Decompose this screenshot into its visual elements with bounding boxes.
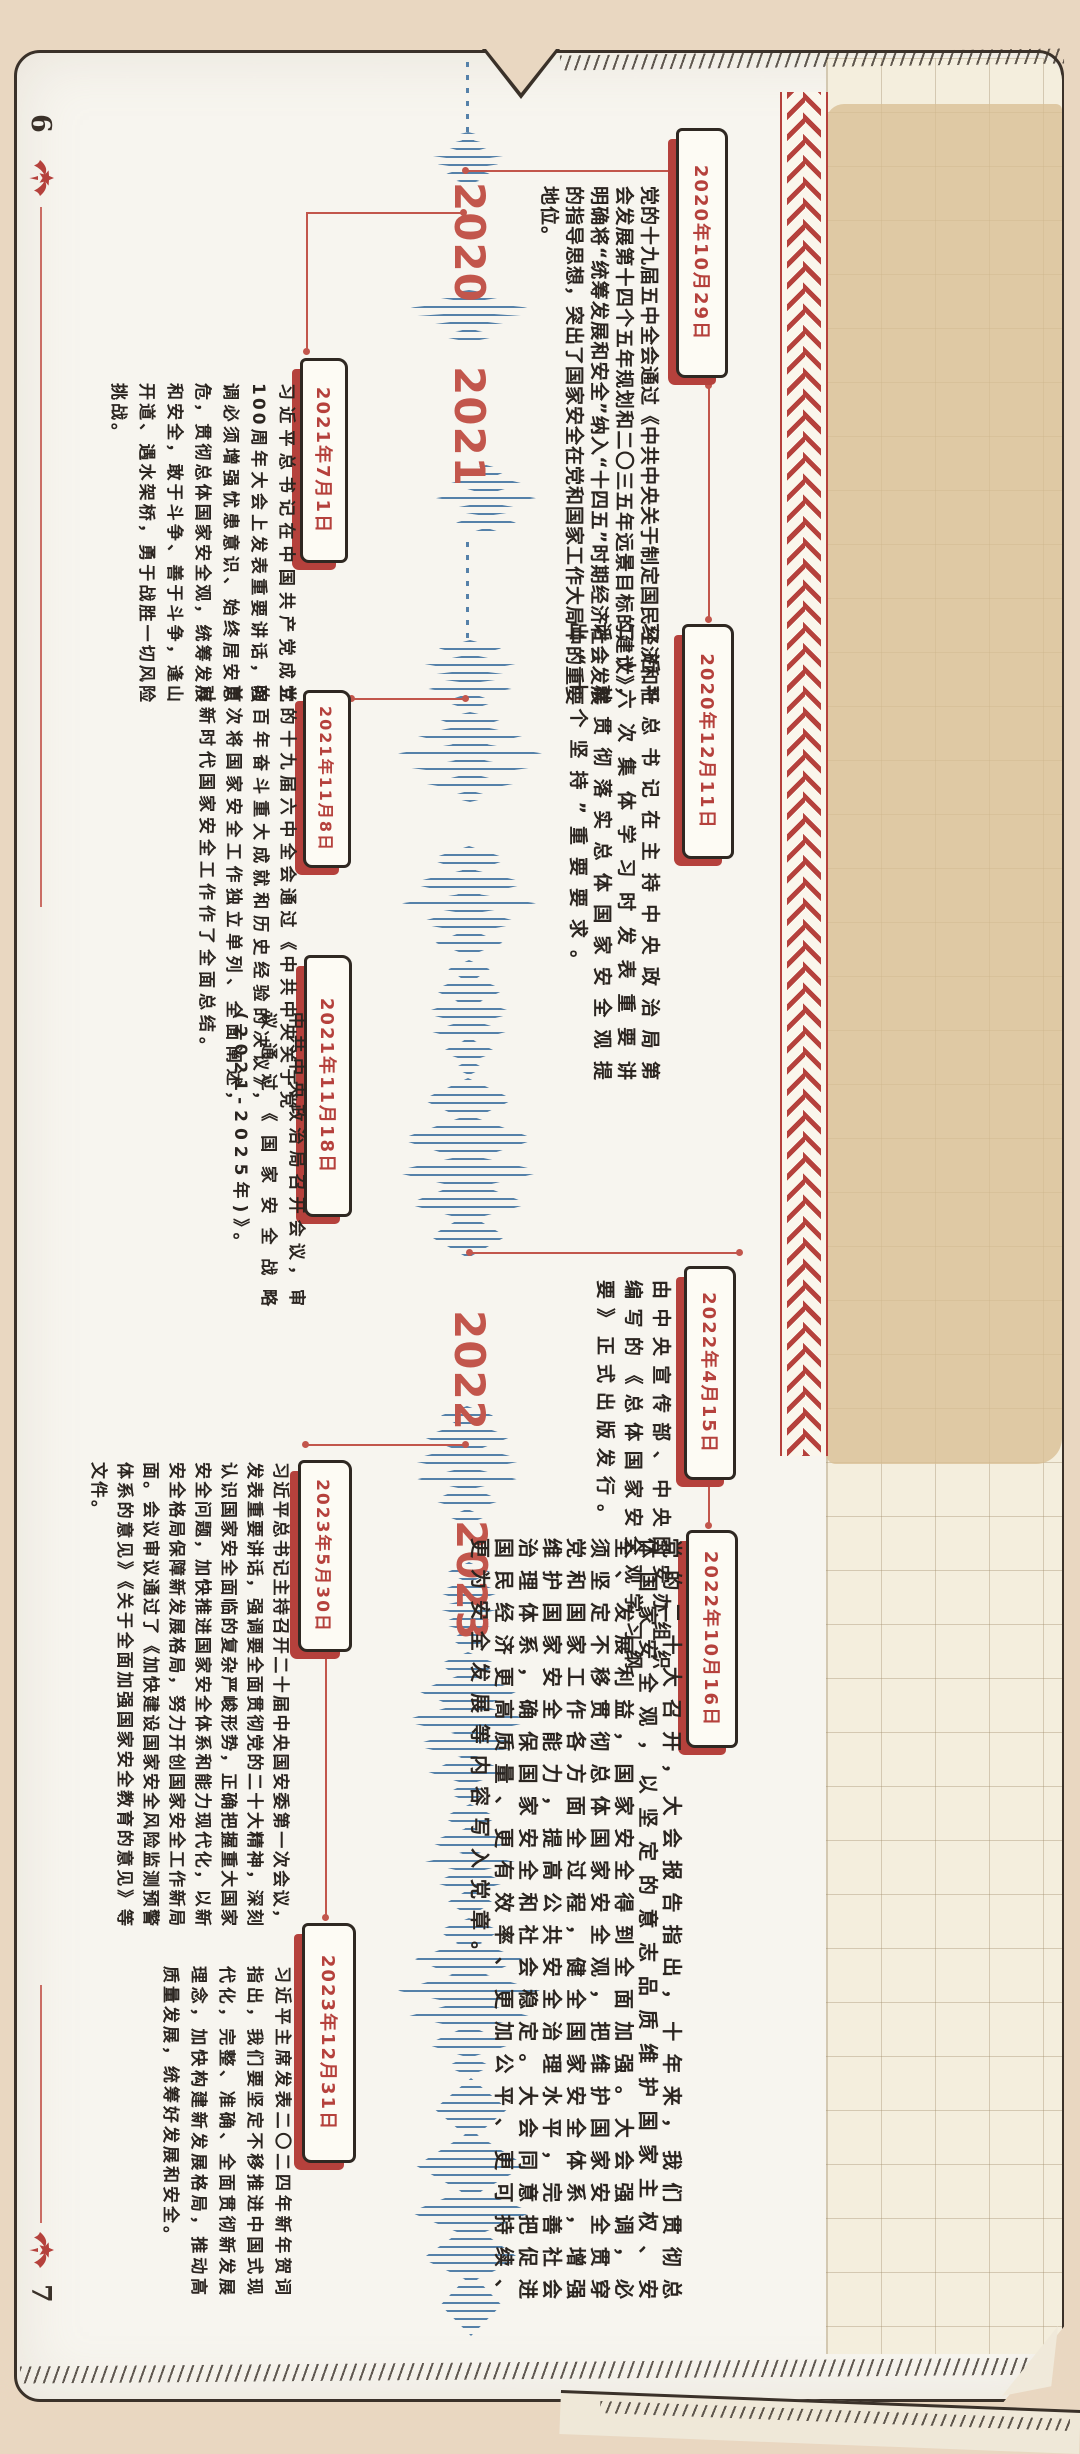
date-stamp-text: 2022年4月15日 (698, 1292, 719, 1454)
date-stamp: 2021年11月18日 (304, 955, 352, 1217)
timeline-connector (708, 1482, 710, 1528)
timeline-dot (348, 695, 355, 702)
timeline-dot (705, 382, 712, 389)
page-number-bottom: 7 (25, 2284, 56, 2303)
star-wings-emblem-icon (28, 2230, 56, 2270)
year-label-2020: 2020 (445, 182, 494, 303)
emblem-top-wrap (28, 158, 56, 198)
timeline-dot (462, 1441, 469, 1448)
timeline-connector (352, 698, 468, 700)
margin-rule-bottom (40, 1985, 42, 2223)
date-stamp-text: 2020年12月11日 (696, 653, 717, 830)
chevron-right-stripes (803, 92, 821, 1456)
margin-rule-top (40, 207, 42, 907)
timeline-dot (462, 695, 469, 702)
event-text: 中共中央政治局召开会议，审议通过《国家安全战略(2021-2025年)》。 (230, 1012, 306, 1312)
date-stamp-text: 2023年5月30日 (312, 1479, 333, 1633)
timeline-dot (705, 1478, 712, 1485)
audio-waveform-dash-icon (466, 542, 469, 638)
timeline-connector (306, 1444, 468, 1446)
page-number-top-wrap: 6 (25, 114, 56, 142)
chevron-left-stripes (787, 92, 805, 1456)
timeline-connector (708, 386, 710, 620)
timeline-dot (322, 1914, 329, 1921)
timeline-connector (468, 170, 674, 172)
date-stamp: 2022年4月15日 (684, 1266, 736, 1480)
timeline-dot (462, 167, 469, 174)
date-stamp-text: 2020年10月29日 (690, 164, 711, 342)
date-stamp: 2023年12月31日 (302, 1923, 356, 2163)
date-stamp-text: 2021年11月18日 (316, 997, 337, 1175)
timeline-dot (466, 1249, 473, 1256)
date-stamp-text: 2021年7月1日 (312, 386, 333, 535)
timeline-dot (668, 167, 675, 174)
event-text: 习近平总书记在主持中央政治局第二十六次集体学习时发表重要讲话，就贯彻落实总体国家… (567, 622, 661, 1092)
audio-waveform-dash-icon (466, 62, 469, 132)
timeline-dot (736, 1249, 743, 1256)
date-stamp: 2020年10月29日 (676, 128, 728, 378)
year-label-2021: 2021 (445, 366, 494, 487)
chevron-ribbon-icon (780, 92, 828, 1456)
event-text-block: 中共中央政治局召开会议，审议通过《国家安全战略(2021-2025年)》。 (198, 1012, 310, 1312)
date-stamp: 2021年11月8日 (303, 690, 351, 868)
event-text-block: 习近平总书记在主持中央政治局第二十六次集体学习时发表重要讲话，就贯彻落实总体国家… (540, 622, 662, 1092)
year-label-wrap: 2022 (445, 1310, 494, 1431)
timeline-dot (460, 209, 467, 216)
page-number-bottom-wrap: 7 (25, 2284, 56, 2312)
timeline-connector (470, 1252, 742, 1254)
emblem-bottom-wrap (28, 2230, 56, 2270)
star-wings-emblem-icon (28, 158, 56, 198)
event-text: 党的二十大召开，大会报告指出，十年来，我们贯彻总体国家安全观，以坚定的意志品质维… (468, 1538, 684, 2310)
event-text-block: 习近平总书记主持召开二十届中央国安委第一次会议，发表重要讲话，强调要全面贯彻党的… (88, 1462, 293, 1928)
timeline-dot (705, 1522, 712, 1529)
event-text-block: 习近平主席发表二〇二四年新年贺词指出，我们要坚定不移推进中国式现代化，完整、准确… (148, 1966, 296, 2298)
timeline-dot (303, 348, 310, 355)
page-number-top: 6 (25, 114, 56, 133)
event-text: 习近平主席发表二〇二四年新年贺词指出，我们要坚定不移推进中国式现代化，完整、准确… (160, 1966, 292, 2298)
event-text-block: 习近平总书记在中国共产党成立100周年大会上发表重要讲话，强调必须增强忧患意识、… (95, 383, 300, 705)
event-text: 习近平总书记主持召开二十届中央国安委第一次会议，发表重要讲话，强调要全面贯彻党的… (88, 1462, 290, 1928)
date-stamp-text: 2022年10月16日 (700, 1550, 721, 1728)
timeline-connector (306, 212, 308, 354)
event-text: 习近平总书记在中国共产党成立100周年大会上发表重要讲话，强调必须增强忧患意识、… (108, 383, 296, 705)
date-stamp: 2021年7月1日 (300, 358, 348, 563)
timeline-dot (302, 1441, 309, 1448)
date-stamp-text: 2023年12月31日 (317, 1954, 338, 2132)
year-label-2022: 2022 (445, 1310, 494, 1431)
event-text-block: 党的二十大召开，大会报告指出，十年来，我们贯彻总体国家安全观，以坚定的意志品质维… (468, 1538, 684, 2310)
year-label-wrap: 2021 (444, 366, 494, 487)
timeline-dot (705, 616, 712, 623)
timeline-connector (306, 212, 466, 214)
date-stamp: 2023年5月30日 (298, 1460, 352, 1652)
date-stamp-text: 2021年11月8日 (316, 706, 335, 852)
date-stamp: 2020年12月11日 (682, 624, 734, 859)
timeline-connector (325, 1652, 327, 1920)
date-stamp: 2022年10月16日 (686, 1530, 738, 1748)
year-label-wrap: 2020 (444, 182, 494, 303)
torn-tan-paper (826, 104, 1062, 1464)
